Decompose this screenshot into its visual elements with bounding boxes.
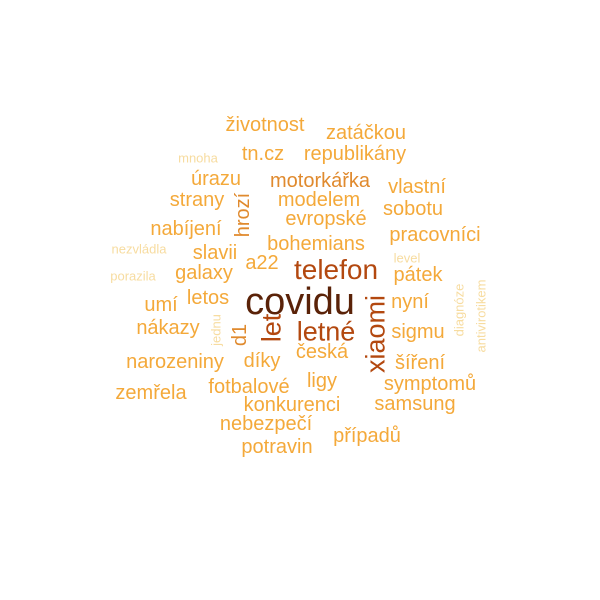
word-sobotu: sobotu [382, 198, 444, 220]
word-ligy: ligy [306, 370, 338, 392]
word-let: let [256, 313, 287, 343]
word-sigmu: sigmu [391, 321, 445, 343]
word-slavii: slavii [192, 242, 238, 264]
word-sireni: šíření [394, 352, 446, 374]
word-nezvladla: nezvládla [111, 241, 167, 257]
word-vlastni: vlastní [388, 176, 446, 198]
word-d1: d1 [229, 323, 251, 347]
word-antivirotikem: antivirotikem [473, 279, 489, 353]
word-diagnoze: diagnóze [451, 283, 467, 337]
word-modelem: modelem [277, 189, 361, 211]
word-umi: umí [144, 294, 178, 316]
word-mnoha: mnoha [178, 150, 218, 166]
word-nakazy: nákazy [136, 317, 200, 339]
word-zivotnost: životnost [225, 114, 305, 136]
word-pripadu: případů [333, 425, 401, 447]
word-fotbalove: fotbalové [208, 376, 290, 398]
word-zemrela: zemřela [115, 382, 187, 404]
word-letne: letné [296, 316, 356, 347]
word-galaxy: galaxy [175, 262, 233, 284]
word-republikany: republikány [303, 143, 407, 165]
word-patek: pátek [393, 264, 443, 286]
word-tncz: tn.cz [241, 143, 285, 165]
word-nebezpeci: nebezpečí [219, 413, 313, 435]
word-urazu: úrazu [190, 168, 242, 190]
word-diky: díky [243, 350, 281, 372]
word-symptomu: symptomů [383, 373, 477, 395]
word-letos: letos [186, 287, 230, 309]
word-telefon: telefon [293, 254, 379, 285]
word-porazila: porazila [110, 268, 156, 284]
word-jednu: jednu [208, 314, 224, 346]
word-samsung: samsung [374, 393, 456, 415]
word-level: level [393, 250, 421, 266]
word-ceska: česká [295, 341, 349, 363]
word-bohemians: bohemians [267, 233, 365, 255]
word-evropske: evropské [285, 208, 367, 230]
word-nabijeni: nabíjení [150, 218, 222, 240]
word-covidu: covidu [245, 281, 355, 323]
word-zatackou: zatáčkou [325, 122, 407, 144]
word-pracovnici: pracovníci [389, 224, 481, 246]
word-strany: strany [169, 189, 225, 211]
word-a22: a22 [245, 252, 279, 274]
word-potravin: potravin [241, 436, 313, 458]
word-konkurenci: konkurenci [243, 394, 341, 416]
word-narozeniny: narozeniny [126, 351, 224, 373]
word-xiaomi: xiaomi [360, 294, 391, 374]
word-nyni: nyní [391, 291, 429, 313]
word-motorkarka: motorkářka [269, 170, 371, 192]
word-hrozi: hrozí [232, 192, 254, 238]
